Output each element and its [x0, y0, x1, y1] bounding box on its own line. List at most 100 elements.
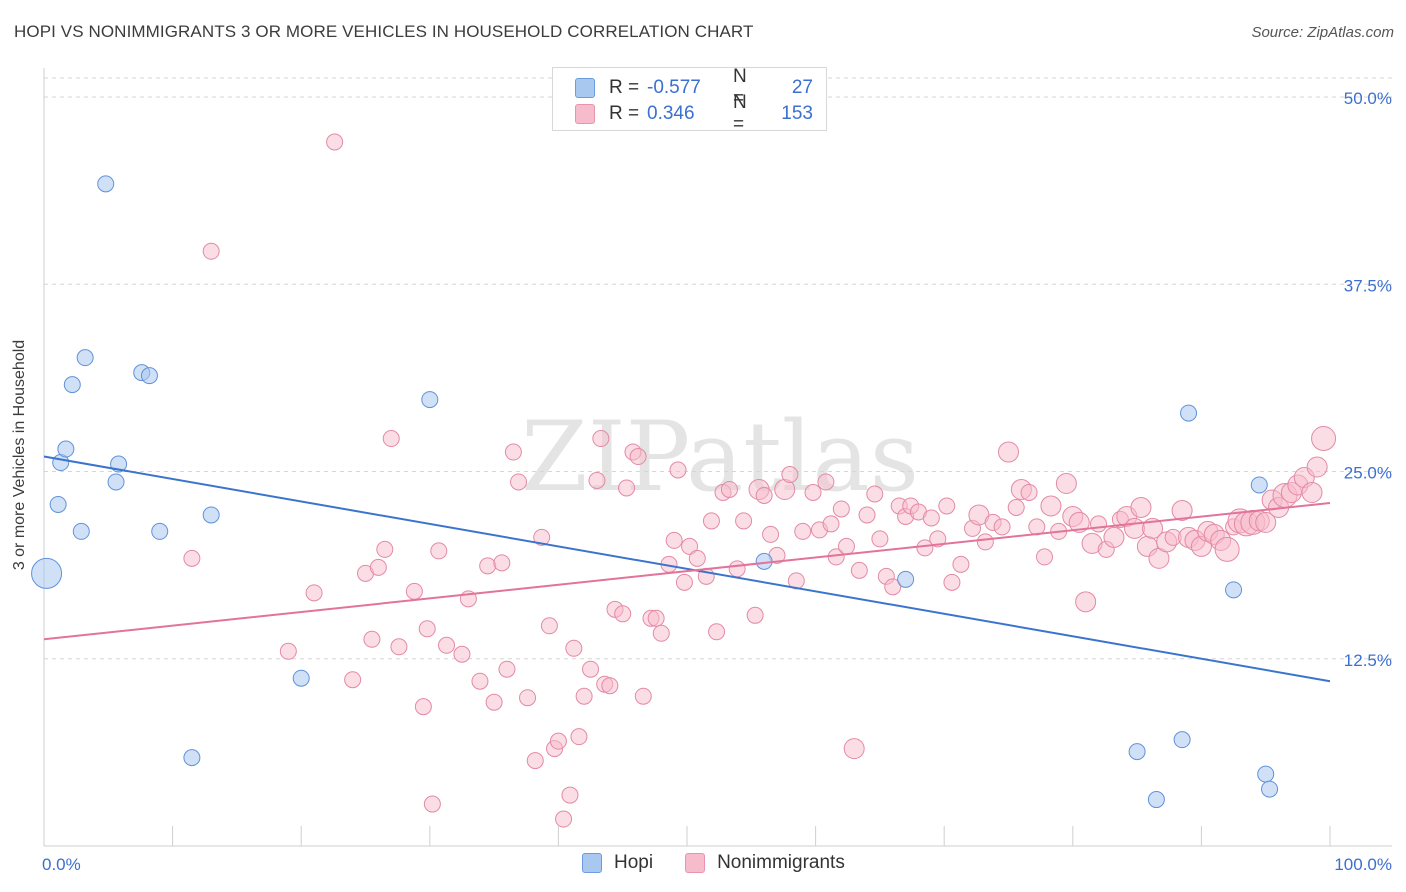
- hopi-point: [31, 557, 63, 589]
- nonimmigrants-point: [305, 584, 323, 602]
- nonimmigrants-point: [418, 620, 436, 638]
- nonimmigrants-point: [634, 687, 652, 705]
- nonimmigrants-point: [922, 509, 940, 527]
- nonimmigrants-point: [952, 555, 970, 573]
- nonimmigrants-point: [376, 540, 394, 558]
- legend: R = -0.577 N = 27 R = 0.346 N = 153: [552, 66, 827, 135]
- legend-row-nonimmigrants: R = 0.346 N = 153: [575, 92, 813, 135]
- hopi-point: [1257, 765, 1275, 783]
- hopi-point: [202, 506, 220, 524]
- nonimmigrants-point: [369, 558, 387, 576]
- legend-r-label: R =: [609, 77, 640, 98]
- nonimmigrants-point: [884, 578, 902, 596]
- hopi-point: [76, 349, 94, 367]
- nonimmigrants-point: [817, 473, 835, 491]
- bottom-legend-nonimmigrants: Nonimmigrants: [685, 852, 845, 874]
- nonimmigrants-point: [850, 561, 868, 579]
- nonimmigrants-point: [1036, 548, 1054, 566]
- tick-labels: 12.5% 25.0% 37.5% 50.0% 0.0% 100.0%: [42, 89, 1392, 874]
- nonimmigrants-point: [728, 560, 746, 578]
- nonimmigrants-point: [688, 549, 706, 567]
- legend-n-label: N =: [733, 66, 747, 109]
- nonimmigrants-point: [702, 512, 720, 530]
- nonimmigrants-point: [575, 687, 593, 705]
- nonimmigrants-point: [762, 525, 780, 543]
- hopi-point: [1173, 731, 1191, 749]
- nonimmigrants-points: [183, 133, 1337, 828]
- nonimmigrants-point: [652, 624, 670, 642]
- nonimmigrants-point: [1068, 511, 1090, 533]
- nonimmigrants-point: [183, 549, 201, 567]
- hopi-point: [140, 367, 158, 385]
- nonimmigrants-point: [735, 512, 753, 530]
- nonimmigrants-point: [601, 677, 619, 695]
- nonimmigrants-point: [832, 500, 850, 518]
- hopi-point: [1250, 476, 1268, 494]
- nonimmigrants-point: [390, 638, 408, 656]
- nonimmigrants-point: [822, 515, 840, 533]
- nonimmigrants-point: [916, 539, 934, 557]
- nonimmigrants-point: [1090, 515, 1108, 533]
- nonimmigrants-point: [681, 537, 699, 555]
- nonimmigrants-point: [1020, 483, 1038, 501]
- hopi-point: [97, 175, 115, 193]
- hopi-point: [421, 391, 439, 409]
- hopi-point: [1128, 743, 1146, 761]
- nonimmigrants-point: [540, 617, 558, 635]
- nonimmigrants-point: [929, 530, 947, 548]
- nonimmigrants-point: [423, 795, 441, 813]
- hopi-swatch: [575, 78, 595, 98]
- hopi-point: [1261, 780, 1279, 798]
- nonimmigrants-point: [202, 242, 220, 260]
- nonimmigrants-point: [1075, 591, 1097, 613]
- nonimmigrants-point: [592, 430, 610, 448]
- legend-n-value: 27: [791, 77, 813, 98]
- nonimmigrants-point: [382, 430, 400, 448]
- hopi-point: [1147, 791, 1165, 809]
- hopi-point: [151, 522, 169, 540]
- nonimmigrants-point: [781, 465, 799, 483]
- bottom-legend-label: Nonimmigrants: [717, 852, 845, 873]
- y-tick-label: 37.5%: [1344, 276, 1392, 295]
- nonimmigrants-point: [485, 693, 503, 711]
- nonimmigrants-point: [943, 573, 961, 591]
- nonimmigrants-point: [755, 486, 773, 504]
- nonimmigrants-point: [1007, 498, 1025, 516]
- hopi-point: [57, 440, 75, 458]
- nonimmigrants-point: [582, 660, 600, 678]
- legend-r-value: -0.577: [647, 77, 701, 98]
- trend-lines: [43, 455, 1331, 683]
- nonimmigrants-point: [1255, 511, 1277, 533]
- legend-r-value: 0.346: [647, 103, 695, 124]
- nonimmigrants-point: [588, 471, 606, 489]
- hopi-point: [63, 376, 81, 394]
- nonimmigrants-point: [976, 533, 994, 551]
- nonimmigrants-swatch: [575, 104, 595, 124]
- nonimmigrants-point: [526, 752, 544, 770]
- nonimmigrants-point: [993, 518, 1011, 536]
- nonimmigrants-point: [561, 786, 579, 804]
- nonimmigrants-point: [498, 660, 516, 678]
- legend-n-value: 153: [781, 103, 813, 124]
- nonimmigrants-point: [837, 537, 855, 555]
- nonimmigrants-point: [1306, 456, 1328, 478]
- legend-n-label: N =: [733, 92, 747, 135]
- nonimmigrants-point: [720, 480, 738, 498]
- nonimmigrants-point: [533, 528, 551, 546]
- bottom-legend: Hopi Nonimmigrants: [582, 852, 877, 874]
- nonimmigrants-point: [1311, 426, 1337, 452]
- hopi-trend-line: [43, 455, 1331, 683]
- nonimmigrants-point: [647, 609, 665, 627]
- nonimmigrants-point: [1171, 499, 1193, 521]
- nonimmigrants-trend-line: [43, 501, 1331, 641]
- nonimmigrants-point: [1142, 517, 1164, 539]
- bottom-legend-label: Hopi: [614, 852, 654, 873]
- nonimmigrants-point: [866, 485, 884, 503]
- nonimmigrants-point: [510, 473, 528, 491]
- hopi-point: [292, 669, 310, 687]
- nonimmigrants-point: [665, 531, 683, 549]
- nonimmigrants-point: [708, 623, 726, 641]
- nonimmigrants-point: [968, 504, 990, 526]
- x-tick-label: 100.0%: [1334, 855, 1392, 874]
